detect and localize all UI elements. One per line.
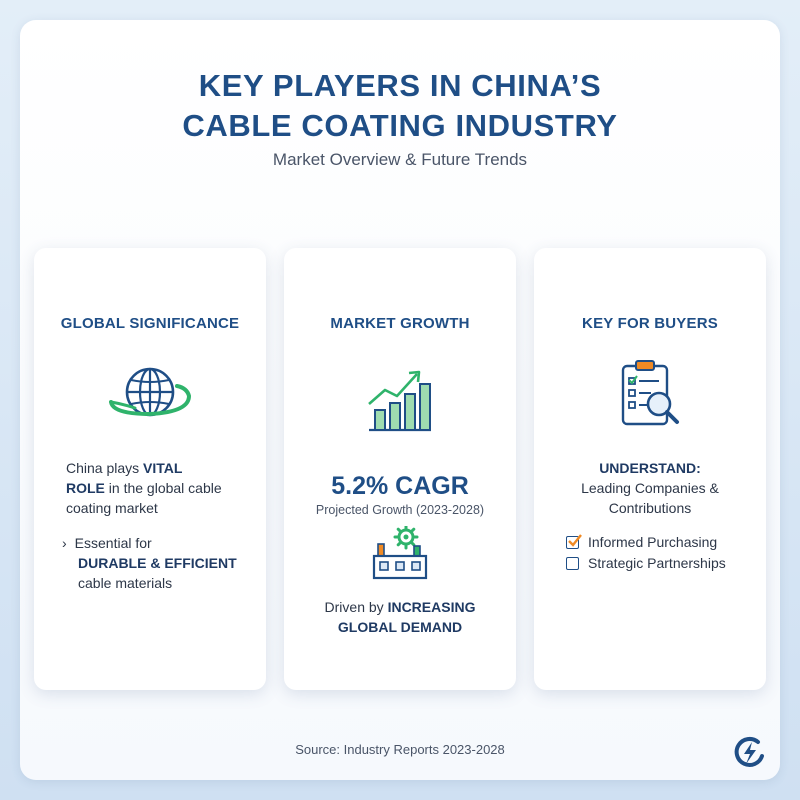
factory-gear-icon xyxy=(284,524,516,589)
card-heading: KEY FOR BUYERS xyxy=(582,315,718,332)
card-key-for-buyers: KEY FOR BUYERS UNDERSTAND: Leading Compa… xyxy=(534,248,766,690)
cagr-subtitle: Projected Growth (2023-2028) xyxy=(315,503,485,517)
page-subtitle: Market Overview & Future Trends xyxy=(272,150,528,169)
source-note: Source: Industry Reports 2023-2028 xyxy=(295,742,505,757)
checklist-item-informed-purchasing[interactable]: Informed Purchasing xyxy=(566,533,718,550)
lightning-logo-icon xyxy=(732,734,768,770)
card-heading: MARKET GROWTH xyxy=(330,315,470,332)
checkbox-checked-icon[interactable] xyxy=(566,533,582,549)
growth-chart-icon xyxy=(284,364,516,439)
card-market-growth: MARKET GROWTH 5.2% CAGR Projected Growth… xyxy=(284,248,516,690)
page-title: KEY PLAYERS IN CHINA’S CABLE COATING IND… xyxy=(20,66,780,146)
vital-role-text: China plays VITAL ROLE in the global cab… xyxy=(66,460,222,516)
bullet-marker-icon: › xyxy=(62,535,67,551)
card-heading: GLOBAL SIGNIFICANCE xyxy=(60,315,240,332)
essential-bullet: › Essential for DURABLE & EFFICIENT cable… xyxy=(62,535,237,591)
checklist-item-strategic-partnerships[interactable]: Strategic Partnerships xyxy=(566,555,726,571)
checkbox-unchecked-icon[interactable] xyxy=(566,556,579,570)
globe-icon xyxy=(34,364,266,429)
infographic-panel: KEY PLAYERS IN CHINA’S CABLE COATING IND… xyxy=(20,20,780,780)
title-line-2: CABLE COATING INDUSTRY xyxy=(182,108,618,143)
card-global-significance: GLOBAL SIGNIFICANCE China plays VITAL RO… xyxy=(34,248,266,690)
checklist-label: Strategic Partnerships xyxy=(588,555,726,571)
understand-block: UNDERSTAND: Leading Companies & Contribu… xyxy=(581,460,719,516)
driver-text: Driven by INCREASING GLOBAL DEMAND xyxy=(324,599,476,635)
cagr-value: 5.2% CAGR xyxy=(331,472,469,500)
clipboard-search-icon xyxy=(534,358,766,441)
title-line-1: KEY PLAYERS IN CHINA’S xyxy=(198,68,602,103)
checklist-label: Informed Purchasing xyxy=(588,534,718,550)
